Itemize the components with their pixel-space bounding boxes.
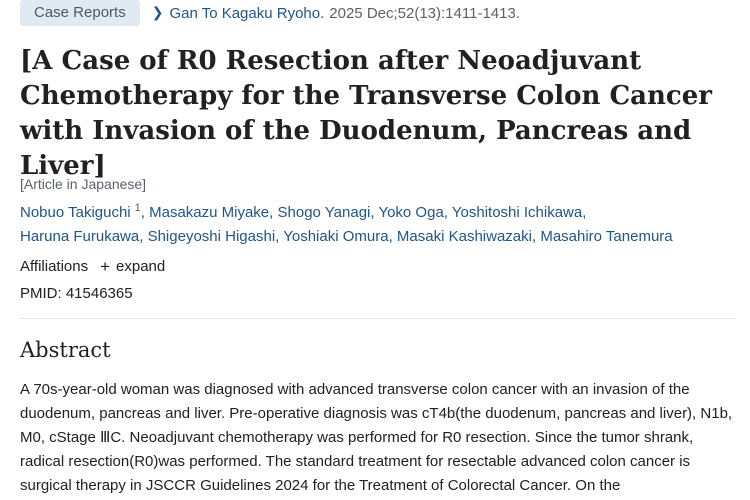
author-link[interactable]: Yoshitoshi Ichikawa	[451, 204, 583, 221]
author-link[interactable]: Shogo Yanagi	[277, 204, 371, 221]
section-divider	[20, 318, 735, 319]
chevron-right-icon: ❯	[151, 3, 164, 20]
publication-type-badge[interactable]: Case Reports	[20, 0, 140, 26]
header-bar: Case Reports ❯ Gan To Kagaku Ryoho. 2025…	[20, 0, 520, 26]
abstract-text: A 70s-year-old woman was diagnosed with …	[20, 381, 733, 494]
author-link[interactable]: Masahiro Tanemura	[540, 228, 673, 245]
pmid: PMID: 41546365	[20, 285, 133, 302]
affiliations-label: Affiliations	[20, 258, 89, 275]
author-link[interactable]: Masaki Kashiwazaki	[396, 228, 532, 245]
author-link[interactable]: Masakazu Miyake	[149, 204, 270, 221]
journal-link[interactable]: Gan To Kagaku Ryoho.	[169, 4, 325, 22]
affiliations-row: Affiliations + expand	[20, 258, 165, 275]
author-link[interactable]: Shigeyoshi Higashi	[147, 228, 276, 245]
author-link[interactable]: Yoshiaki Omura	[283, 228, 389, 245]
expand-label: expand	[116, 258, 166, 275]
abstract-heading: Abstract	[20, 338, 111, 362]
plus-icon: +	[100, 257, 111, 276]
authors-list: Nobuo Takiguchi 1, Masakazu Miyake, Shogo…	[20, 202, 673, 245]
expand-affiliations-button[interactable]: + expand	[100, 258, 165, 275]
author-link[interactable]: Nobuo Takiguchi	[20, 204, 131, 221]
article-language: [Article in Japanese]	[20, 176, 147, 192]
article-title: [A Case of R0 Resection after Neoadjuvan…	[20, 46, 712, 181]
author-link[interactable]: Yoko Oga	[378, 204, 444, 221]
author-link[interactable]: Haruna Furukawa	[20, 228, 140, 245]
affiliation-sup[interactable]: 1	[134, 202, 141, 214]
citation-text: 2025 Dec;52(13):1411-1413.	[329, 4, 520, 22]
